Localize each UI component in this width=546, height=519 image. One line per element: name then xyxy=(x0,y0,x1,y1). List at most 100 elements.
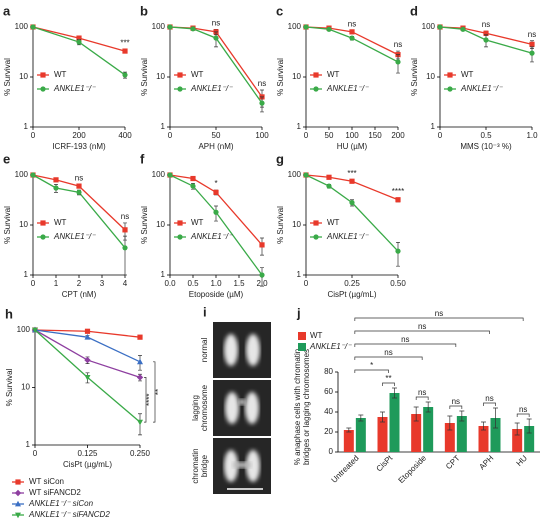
panel-label: c xyxy=(276,3,283,18)
error-bar xyxy=(123,235,127,276)
marker xyxy=(32,327,38,334)
x-axis-title: Etoposide (µM) xyxy=(189,290,244,299)
x-tick-label: 3 xyxy=(100,279,105,288)
bar xyxy=(444,423,455,452)
significance: * xyxy=(214,179,217,188)
x-tick-label: 100 xyxy=(345,131,359,140)
y-tick-label: 10 xyxy=(292,72,301,81)
legend-label: WT xyxy=(191,218,204,227)
bar xyxy=(490,418,501,452)
y-axis-title: % Survival xyxy=(140,58,149,96)
marker xyxy=(137,334,143,340)
marker xyxy=(190,26,196,32)
x-tick-label: HU xyxy=(515,453,530,468)
marker xyxy=(213,35,219,41)
x-tick-label: 50 xyxy=(212,131,221,140)
y-tick-label: 100 xyxy=(422,22,436,31)
legend-label: ANKLE1⁻/⁻ siCon xyxy=(28,499,94,508)
y-tick-label: 100 xyxy=(15,22,29,31)
significance: ns xyxy=(348,20,356,29)
x-tick-label: 0 xyxy=(33,449,38,458)
significance: **** xyxy=(392,187,404,196)
marker xyxy=(349,178,355,184)
marker xyxy=(137,419,143,426)
marker xyxy=(303,24,309,30)
bar xyxy=(512,429,523,452)
y-tick-label: 60 xyxy=(324,387,333,396)
series-line xyxy=(305,26,399,63)
marker xyxy=(447,72,453,78)
y-tick-label: 100 xyxy=(152,170,166,179)
panel-label: f xyxy=(140,151,145,166)
x-tick-label: 200 xyxy=(72,131,86,140)
legend-label: WT xyxy=(191,70,204,79)
comparison-bracket xyxy=(354,369,389,373)
y-axis-title: % Survival xyxy=(3,206,12,244)
x-tick-label: 200 xyxy=(391,131,405,140)
x-tick-label: 0 xyxy=(168,131,173,140)
y-tick-label: 1 xyxy=(161,270,166,279)
marker xyxy=(15,500,21,507)
comparison-bracket xyxy=(354,330,490,334)
marker xyxy=(53,185,59,191)
marker xyxy=(313,72,319,78)
marker xyxy=(349,29,355,35)
bridge xyxy=(233,462,251,468)
micrograph xyxy=(213,380,271,436)
y-tick-label: 1 xyxy=(297,122,302,131)
comparison-bracket xyxy=(483,402,496,406)
y-tick-label: 10 xyxy=(156,72,165,81)
error-bar xyxy=(447,415,453,431)
bracket-label: ** xyxy=(154,389,163,395)
micrograph xyxy=(213,322,271,378)
x-axis-title: CisPt (µg/mL) xyxy=(327,290,376,299)
error-bar xyxy=(459,410,465,422)
image-label: chromatin xyxy=(191,448,200,483)
legend-label: ANKLE1⁻/⁻ xyxy=(309,342,352,351)
x-axis-title: ICRF-193 (nM) xyxy=(52,142,106,151)
marker xyxy=(84,374,91,381)
x-tick-label: 0.5 xyxy=(480,131,492,140)
marker xyxy=(326,174,332,180)
y-tick-label: 10 xyxy=(426,72,435,81)
x-tick-label: 0.250 xyxy=(130,449,151,458)
comparison-bracket xyxy=(516,413,530,417)
marker xyxy=(326,183,332,189)
chromatin xyxy=(239,399,245,405)
significance: ns xyxy=(482,20,490,29)
comparison-bracket xyxy=(382,382,395,386)
image-label: chromosome xyxy=(200,384,209,431)
marker xyxy=(259,242,265,248)
legend-label: WT xyxy=(54,218,67,227)
x-tick-label: 0 xyxy=(438,131,443,140)
bar xyxy=(377,417,388,452)
marker xyxy=(122,48,128,54)
marker xyxy=(14,489,22,497)
y-tick-label: 10 xyxy=(156,220,165,229)
marker xyxy=(326,26,332,32)
legend-label: ANKLE1⁻/⁻ xyxy=(460,84,503,93)
comparison-bracket xyxy=(354,317,524,321)
axes xyxy=(34,330,140,446)
error-bar xyxy=(413,406,419,422)
x-tick-label: 1.5 xyxy=(233,279,245,288)
x-tick-label: 1.0 xyxy=(526,131,538,140)
marker xyxy=(76,39,82,45)
legend-label: WT xyxy=(54,70,67,79)
significance: ns xyxy=(258,79,266,88)
x-tick-label: 1.0 xyxy=(210,279,222,288)
marker xyxy=(177,234,183,240)
x-tick-label: Etoposide xyxy=(397,453,429,485)
bracket-label: **** xyxy=(145,394,154,406)
y-tick-label: 1 xyxy=(24,122,29,131)
image-label: bridge xyxy=(200,454,209,477)
marker xyxy=(483,30,489,36)
comparison-bracket xyxy=(449,405,463,409)
marker xyxy=(313,234,319,240)
marker xyxy=(40,86,46,92)
comparison-label: ns xyxy=(401,335,409,344)
marker xyxy=(447,86,453,92)
x-tick-label: 50 xyxy=(325,131,334,140)
x-tick-label: 0 xyxy=(304,279,309,288)
marker xyxy=(190,175,196,182)
